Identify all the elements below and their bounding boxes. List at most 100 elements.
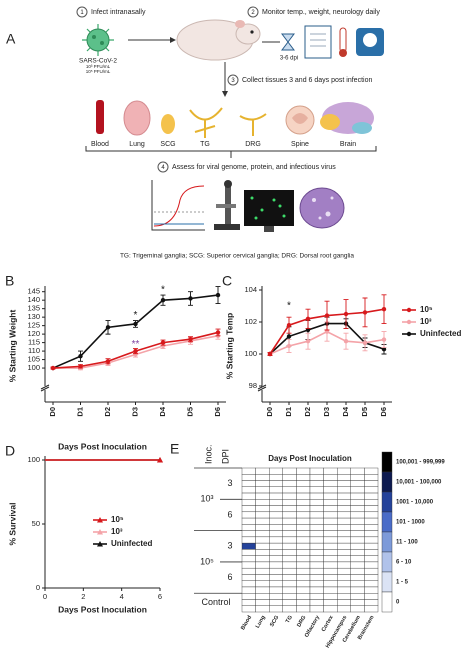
heatmap-cell (364, 561, 379, 569)
heatmap-cell (296, 580, 311, 588)
column-label: Cortex (321, 614, 335, 633)
axis-break (257, 386, 267, 392)
legend-marker (97, 541, 103, 547)
heatmap-cell (323, 524, 338, 531)
heatmap-cell (364, 474, 379, 481)
heatmap-cell (364, 530, 379, 538)
marker (305, 327, 311, 333)
heatmap-cell (241, 567, 256, 575)
heatmap-cell (309, 467, 324, 475)
step-text: Infect intranasally (91, 9, 146, 16)
heatmap-cell (323, 492, 338, 500)
step-number: 3 (231, 78, 235, 84)
heatmap-cell (323, 580, 338, 588)
heatmap-cell (241, 474, 256, 481)
heatmap-cell (269, 517, 284, 525)
heatmap-cell (309, 505, 324, 513)
heatmap-cell (282, 586, 297, 594)
heatmap-cell (296, 467, 311, 475)
colorbar-swatch (381, 511, 393, 533)
heatmap-cell (323, 542, 338, 550)
heatmap-cell (364, 580, 379, 588)
heatmap-cell (309, 499, 324, 506)
heatmap-cell (323, 480, 338, 487)
marker (267, 351, 273, 357)
heatmap-cell (269, 524, 284, 531)
legend-marker (406, 307, 412, 313)
heatmap-cell (323, 530, 338, 538)
heatmap-cell (282, 536, 297, 544)
heatmap-cell (337, 574, 352, 581)
colorbar-swatch (381, 451, 393, 473)
dpi-label: 6 (227, 572, 232, 582)
heatmap-cell (350, 599, 365, 606)
heatmap-cell (269, 492, 284, 500)
marker (105, 325, 111, 330)
heatmap-cell (309, 580, 324, 588)
axis-break (257, 384, 267, 390)
heatmap-cell (241, 505, 256, 513)
heatmap-cell (255, 474, 270, 481)
tissue-icons (96, 100, 374, 138)
axis-break-gap (41, 386, 49, 390)
heatmap-cell (241, 530, 256, 538)
heatmap-cell (337, 536, 352, 544)
x-tick-label: D3 (130, 407, 139, 417)
heatmap-cell (323, 593, 338, 600)
heatmap-cell (296, 530, 311, 538)
step-text: Assess for viral genome, protein, and in… (172, 164, 336, 171)
heatmap-cell (309, 530, 324, 538)
step-number: 2 (251, 10, 255, 16)
step-badge (247, 6, 259, 18)
marker (305, 316, 311, 321)
heatmap-cell (282, 549, 297, 556)
step-text: Monitor temp., weight, neurology daily (262, 9, 380, 16)
heatmap-cell (323, 511, 338, 519)
legend-label: Uninfected (111, 539, 152, 548)
heatmap-cell (323, 599, 338, 606)
virus-icon (82, 24, 114, 56)
heatmap-cell (269, 593, 284, 600)
heatmap-cell (255, 580, 270, 588)
heatmap-cell (323, 474, 338, 481)
heatmap-cell (255, 549, 270, 556)
heatmap-cell (364, 536, 379, 544)
heatmap-cell (323, 567, 338, 575)
heatmap-cell (323, 549, 338, 556)
heatmap-cell (364, 555, 379, 563)
panel-label: D (5, 443, 15, 459)
marker (215, 330, 221, 335)
heatmap-cell (323, 561, 338, 569)
heatmap-cell (269, 530, 284, 538)
heatmap-cell (323, 586, 338, 594)
heatmap-cell (350, 605, 365, 613)
heatmap-cell (337, 593, 352, 600)
heatmap-cell (364, 586, 379, 594)
thermometer (339, 27, 347, 53)
heatmap-cell (350, 467, 365, 475)
heatmap-cell (337, 524, 352, 531)
heatmap-cell (269, 467, 284, 475)
heatmap-cell (337, 505, 352, 513)
marker (305, 339, 311, 344)
marker (188, 337, 193, 342)
heatmap-cell (350, 567, 365, 575)
y-tick-label: 145 (27, 287, 40, 296)
arrowhead (222, 91, 228, 97)
marker (286, 334, 292, 339)
heatmap-cell (255, 555, 270, 563)
x-tick-label: D6 (379, 407, 388, 417)
heatmap-cell (269, 486, 284, 494)
heatmap-cell (296, 536, 311, 544)
y-tick-label: 105 (27, 355, 40, 364)
heatmap-cell (323, 499, 338, 506)
marker (381, 337, 387, 342)
marker (324, 313, 330, 318)
step-badge (227, 74, 239, 86)
legend-marker (97, 517, 103, 523)
heatmap-cell (255, 511, 270, 519)
legend-label: 10⁵ (420, 305, 433, 314)
heatmap-cell (255, 492, 270, 500)
heatmap-cell (296, 605, 311, 613)
heatmap-cell (282, 574, 297, 581)
